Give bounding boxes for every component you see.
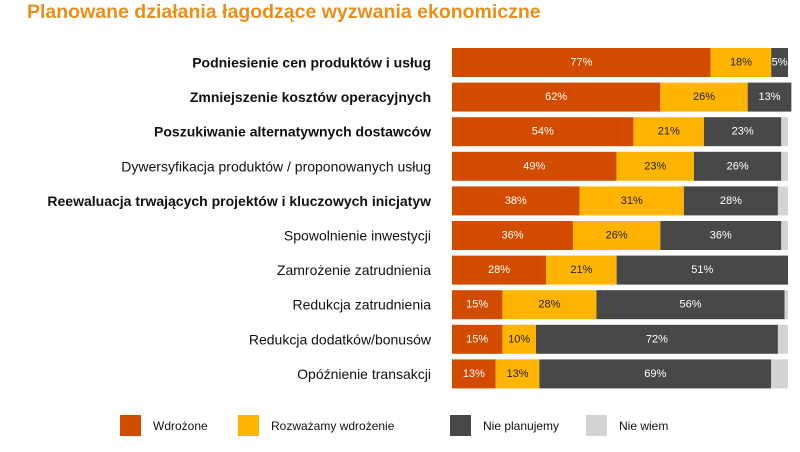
legend-swatch — [586, 415, 607, 436]
bar-segment — [784, 290, 788, 320]
data-label: 51% — [691, 264, 713, 276]
legend-label: Nie planujemy — [483, 419, 559, 433]
bar-segment — [704, 117, 782, 147]
bar-segment — [660, 221, 782, 250]
legend-label: Rozważamy wdrożenie — [271, 419, 395, 433]
legend-label: Wdrożone — [153, 419, 208, 433]
chart-title: Planowane działania łagodzące wyzwania e… — [27, 1, 541, 23]
legend-swatch — [238, 415, 259, 436]
bar-segment — [616, 255, 788, 285]
bar-segment — [683, 186, 778, 216]
bar-segment — [579, 186, 684, 216]
data-label: 28% — [720, 195, 742, 207]
category-label: Zmniejszenie kosztów operacyjnych — [190, 89, 431, 105]
bar-segment — [452, 221, 573, 250]
bar-segment — [771, 359, 788, 389]
data-label: 5% — [772, 57, 788, 69]
bar-segment — [452, 151, 617, 181]
category-label: Opóźnienie transakcji — [297, 366, 431, 382]
bar-segment — [747, 82, 792, 112]
bar-segment — [495, 359, 540, 389]
bar-segment — [452, 324, 503, 354]
bar-segment — [777, 186, 788, 216]
data-label: 28% — [488, 264, 510, 276]
bar-segment — [452, 48, 711, 77]
bar-segment — [452, 117, 634, 147]
bar-segment — [771, 48, 788, 77]
data-label: 69% — [644, 368, 666, 380]
bar-segment — [539, 359, 772, 389]
data-label: 10% — [508, 333, 530, 345]
legend-swatch — [450, 415, 471, 436]
data-label: 21% — [570, 264, 592, 276]
bar-segment — [536, 324, 778, 354]
bar-segment — [777, 324, 788, 354]
bar-segment — [693, 151, 782, 181]
bar-segment — [781, 117, 788, 147]
data-label: 77% — [570, 57, 592, 69]
category-label: Reewaluacja trwających projektów i klucz… — [47, 193, 431, 209]
bar-segment — [596, 290, 785, 320]
category-label: Podniesienie cen produktów i usług — [192, 55, 431, 71]
bar-segment — [502, 290, 597, 320]
category-label: Spowolnienie inwestycji — [284, 228, 431, 244]
data-label: 26% — [727, 160, 749, 172]
legend-label: Nie wiem — [619, 419, 668, 433]
bar-segment — [781, 221, 788, 250]
bar-segment — [452, 82, 661, 112]
data-label: 26% — [606, 230, 628, 242]
bar-segment — [452, 255, 547, 285]
bar-segment — [452, 186, 580, 216]
data-label: 49% — [523, 160, 545, 172]
category-label: Zamrożenie zatrudnienia — [277, 262, 431, 278]
data-label: 36% — [501, 230, 523, 242]
data-label: 13% — [463, 368, 485, 380]
data-label: 54% — [532, 126, 554, 138]
bar-segment — [452, 290, 503, 320]
bar-segment — [660, 82, 748, 112]
bar-segment — [633, 117, 704, 147]
data-label: 15% — [466, 299, 488, 311]
bar-segment — [546, 255, 617, 285]
data-label: 72% — [646, 333, 668, 345]
data-label: 26% — [693, 91, 715, 103]
bar-segment — [781, 151, 788, 181]
data-label: 15% — [466, 333, 488, 345]
data-label: 56% — [680, 299, 702, 311]
bar-segment — [452, 359, 496, 389]
data-label: 13% — [759, 91, 781, 103]
category-label: Dywersyfikacja produktów / proponowanych… — [121, 158, 431, 174]
category-label: Redukcja dodatków/bonusów — [249, 331, 432, 347]
data-label: 28% — [538, 299, 560, 311]
category-label: Poszukiwanie alternatywnych dostawców — [154, 124, 431, 140]
data-label: 13% — [507, 368, 529, 380]
data-label: 62% — [545, 91, 567, 103]
data-label: 31% — [621, 195, 643, 207]
data-label: 36% — [710, 230, 732, 242]
bar-segment — [502, 324, 536, 354]
data-label: 23% — [644, 160, 666, 172]
bar-segment — [572, 221, 661, 250]
bar-segment — [616, 151, 694, 181]
bar-segment — [710, 48, 772, 77]
data-label: 18% — [730, 57, 752, 69]
data-label: 23% — [732, 126, 754, 138]
category-label: Redukcja zatrudnienia — [292, 297, 431, 313]
legend-swatch — [120, 415, 141, 436]
data-label: 38% — [505, 195, 527, 207]
data-label: 21% — [658, 126, 680, 138]
